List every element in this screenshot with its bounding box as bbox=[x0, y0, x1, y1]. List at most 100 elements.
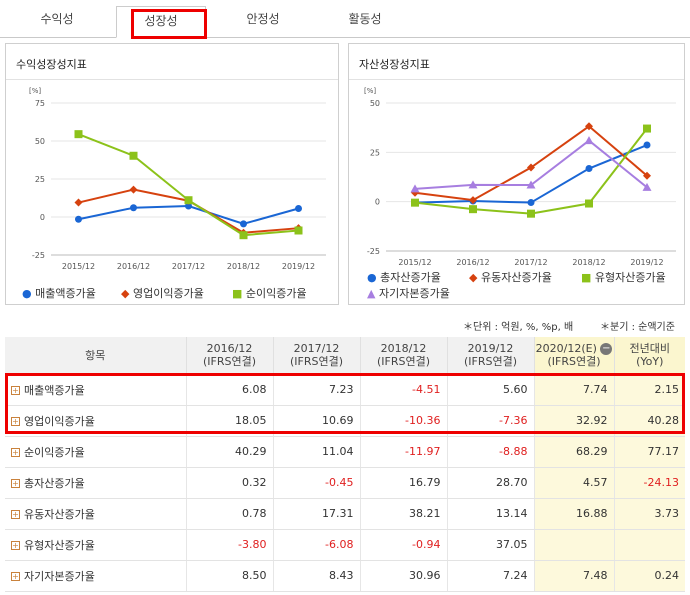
table-cell: 7.24 bbox=[446, 560, 534, 592]
data-point[interactable] bbox=[130, 204, 137, 212]
table-cell: -11.97 bbox=[359, 436, 447, 468]
table-cell: 0.24 bbox=[613, 560, 685, 592]
profit-growth-chart: [%] 75 50 25 0 -25 2015/12 2016/12 2017/12 2018/1… bbox=[29, 87, 326, 271]
table-cell: 8.50 bbox=[185, 560, 273, 592]
tab-stability[interactable]: 안정성 bbox=[246, 12, 280, 26]
legend-item-3[interactable]: ▲ 자기자본증가율 bbox=[367, 287, 450, 300]
table-row: + 유동자산증가율 0.78 17.31 38.21 13.14 16.88 3.73 bbox=[5, 498, 685, 530]
data-point[interactable] bbox=[410, 184, 420, 193]
data-point[interactable] bbox=[642, 182, 652, 191]
right-chart-panel: 자산성장성지표 [%] 50 25 0 -25 2015/12 2016/12 2017/12… bbox=[348, 43, 685, 305]
row-label[interactable]: + 유형자산증가율 bbox=[5, 529, 186, 561]
data-point[interactable] bbox=[527, 163, 535, 172]
table-cell: 5.60 bbox=[446, 374, 534, 406]
data-point[interactable] bbox=[643, 141, 651, 149]
table-cell: -7.36 bbox=[446, 405, 534, 437]
expand-icon[interactable]: + bbox=[11, 386, 20, 395]
row-label[interactable]: + 유동자산증가율 bbox=[5, 498, 186, 530]
tab-profitability[interactable]: 수익성 bbox=[40, 12, 74, 26]
unit-label: [%] bbox=[29, 87, 41, 95]
table-cell: 40.29 bbox=[185, 436, 273, 468]
data-point[interactable] bbox=[184, 196, 193, 205]
table-row: + 유형자산증가율 -3.80 -6.08 -0.94 37.05 bbox=[5, 529, 685, 561]
table-cell: -4.51 bbox=[359, 374, 447, 406]
data-point[interactable] bbox=[585, 122, 593, 131]
data-point[interactable] bbox=[74, 130, 83, 139]
data-point[interactable] bbox=[295, 204, 302, 212]
data-point[interactable] bbox=[643, 171, 651, 180]
x-tick-label: 2019/12 bbox=[282, 262, 315, 271]
data-point[interactable] bbox=[75, 215, 82, 223]
legend-item-0[interactable]: ● 총자산증가율 bbox=[367, 271, 441, 284]
header-2020e: 2020/12(E) − (IFRS연결) bbox=[533, 337, 614, 375]
table-cell: 7.23 bbox=[272, 374, 360, 406]
data-point[interactable] bbox=[585, 199, 593, 208]
data-point[interactable] bbox=[411, 198, 419, 207]
table-cell: 18.05 bbox=[185, 405, 273, 437]
header-item: 항목 bbox=[5, 337, 186, 375]
table-cell: 11.04 bbox=[272, 436, 360, 468]
data-point[interactable] bbox=[584, 136, 594, 145]
x-tick-label: 2016/12 bbox=[117, 262, 150, 271]
expand-icon[interactable]: + bbox=[11, 479, 20, 488]
data-point[interactable] bbox=[527, 209, 535, 218]
table-cell: 32.92 bbox=[533, 405, 614, 437]
data-point[interactable] bbox=[74, 198, 83, 207]
data-point[interactable] bbox=[643, 124, 651, 133]
legend-item-1[interactable]: ◆ 영업이익증가율 bbox=[121, 287, 204, 300]
table-cell: 77.17 bbox=[613, 436, 685, 468]
row-label[interactable]: + 총자산증가율 bbox=[5, 467, 186, 499]
collapse-icon[interactable]: − bbox=[600, 343, 613, 356]
data-point[interactable] bbox=[585, 165, 593, 173]
data-point[interactable] bbox=[526, 180, 536, 189]
table-cell: 68.29 bbox=[533, 436, 614, 468]
table-cell: 30.96 bbox=[359, 560, 447, 592]
data-point[interactable] bbox=[468, 180, 478, 189]
header-2016: 2016/12 (IFRS연결) bbox=[185, 337, 273, 375]
row-label[interactable]: + 순이익증가율 bbox=[5, 436, 186, 468]
data-point[interactable] bbox=[129, 151, 138, 160]
data-point[interactable] bbox=[469, 205, 477, 214]
x-tick-label: 2018/12 bbox=[227, 262, 260, 271]
expand-icon[interactable]: + bbox=[11, 541, 20, 550]
series-line-1 bbox=[78, 188, 299, 234]
expand-icon[interactable]: + bbox=[11, 510, 20, 519]
data-point[interactable] bbox=[185, 202, 192, 210]
x-tick-label: 2015/12 bbox=[62, 262, 95, 271]
header-2017: 2017/12 (IFRS연결) bbox=[272, 337, 360, 375]
data-point[interactable] bbox=[239, 231, 248, 240]
legend-item-2[interactable]: ■ 순이익증가율 bbox=[232, 287, 307, 300]
row-label[interactable]: + 자기자본증가율 bbox=[5, 560, 186, 592]
data-point[interactable] bbox=[129, 185, 138, 194]
expand-icon[interactable]: + bbox=[11, 417, 20, 426]
data-point[interactable] bbox=[240, 220, 247, 228]
table-row: + 자기자본증가율 8.50 8.43 30.96 7.24 7.48 0.24 bbox=[5, 560, 685, 592]
series-line-2 bbox=[78, 133, 299, 237]
data-point[interactable] bbox=[469, 196, 477, 205]
left-panel-title: 수익성장성지표 bbox=[16, 58, 87, 71]
y-tick-label: 50 bbox=[370, 99, 380, 108]
row-label[interactable]: + 영업이익증가율 bbox=[5, 405, 186, 437]
tab-growth-label: 성장성 bbox=[144, 14, 178, 28]
expand-icon[interactable]: + bbox=[11, 448, 20, 457]
data-point[interactable] bbox=[527, 199, 535, 207]
expand-icon[interactable]: + bbox=[11, 572, 20, 581]
x-tick-label: 2016/12 bbox=[456, 258, 489, 267]
tab-bar: 수익성 성장성 안정성 활동성 bbox=[0, 0, 690, 39]
header-2018: 2018/12 (IFRS연결) bbox=[359, 337, 447, 375]
legend-item-1[interactable]: ◆ 유동자산증가율 bbox=[469, 271, 552, 284]
data-point[interactable] bbox=[294, 226, 303, 235]
table-header-row: 항목 2016/12 (IFRS연결) 2017/12 (IFRS연결) 2018/… bbox=[5, 337, 685, 375]
legend-item-2[interactable]: ■ 유형자산증가율 bbox=[581, 271, 666, 284]
tab-activity[interactable]: 활동성 bbox=[348, 12, 382, 26]
legend-item-0[interactable]: ● 매출액증가율 bbox=[22, 287, 96, 300]
table-cell: -0.94 bbox=[359, 529, 447, 561]
x-tick-label: 2017/12 bbox=[514, 258, 547, 267]
tab-growth[interactable]: 성장성 bbox=[116, 6, 207, 39]
table-cell: 0.32 bbox=[185, 467, 273, 499]
table-cell: 40.28 bbox=[613, 405, 685, 437]
header-yoy: 전년대비 (YoY) bbox=[613, 337, 685, 375]
table-cell: 4.57 bbox=[533, 467, 614, 499]
row-label[interactable]: + 매출액증가율 bbox=[5, 374, 186, 406]
table-row: + 총자산증가율 0.32 -0.45 16.79 28.70 4.57 -24.13 bbox=[5, 467, 685, 499]
